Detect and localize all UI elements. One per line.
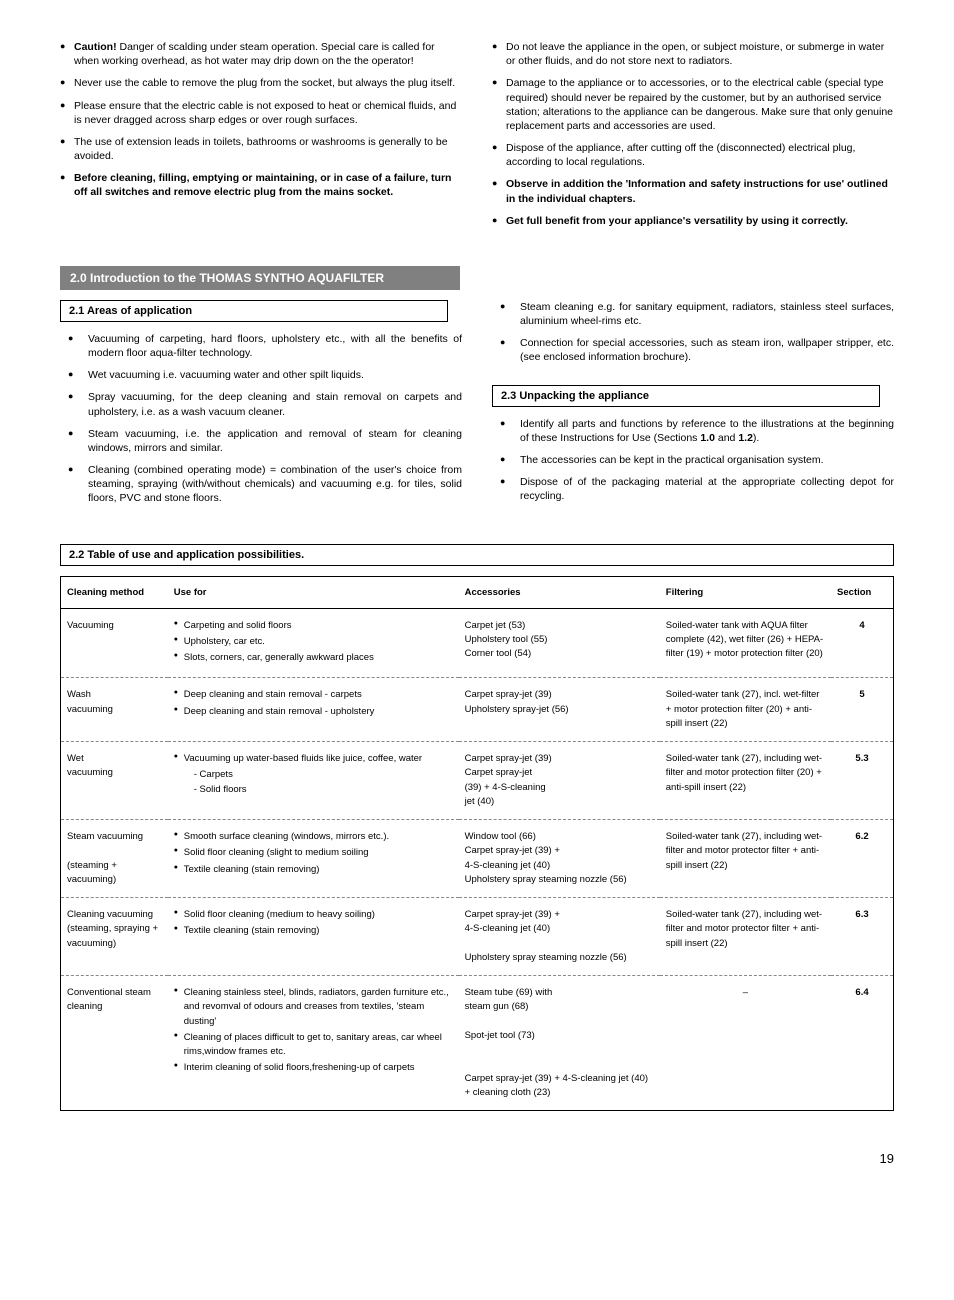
area-item: Vacuuming of carpeting, hard floors, uph… [60, 332, 462, 360]
safety-item: Observe in addition the 'Information and… [492, 177, 894, 205]
area-item: Steam vacuuming, i.e. the application an… [60, 427, 462, 455]
safety-item: Before cleaning, filling, emptying or ma… [60, 171, 462, 199]
safety-item: Never use the cable to remove the plug f… [60, 76, 462, 90]
safety-item: Damage to the appliance or to accessorie… [492, 76, 894, 133]
area-item: Connection for special accessories, such… [492, 336, 894, 364]
th-acc: Accessories [459, 576, 660, 608]
th-section: Section [831, 576, 893, 608]
safety-item: Get full benefit from your appliance's v… [492, 214, 894, 228]
section-2-0-heading: 2.0 Introduction to the THOMAS SYNTHO AQ… [60, 266, 460, 290]
section-2-3-title: 2.3 Unpacking the appliance [492, 385, 880, 407]
safety-left: Caution! Danger of scalding under steam … [60, 40, 462, 236]
table-row: VacuumingCarpeting and solid floorsUphol… [61, 608, 894, 678]
table-row: Wash vacuumingDeep cleaning and stain re… [61, 678, 894, 742]
page-number: 19 [60, 1151, 894, 1166]
unpack-item: Identify all parts and functions by refe… [492, 417, 894, 445]
table-row: Wet vacuumingVacuuming up water-based fl… [61, 742, 894, 820]
section-2-1-title: 2.1 Areas of application [60, 300, 448, 322]
safety-columns: Caution! Danger of scalding under steam … [60, 40, 894, 236]
th-method: Cleaning method [61, 576, 168, 608]
area-item: Spray vacuuming, for the deep cleaning a… [60, 390, 462, 418]
section-2-2-title: 2.2 Table of use and application possibi… [60, 544, 894, 566]
safety-item: The use of extension leads in toilets, b… [60, 135, 462, 163]
table-row: Conventional steam cleaningCleaning stai… [61, 976, 894, 1111]
safety-item: Please ensure that the electric cable is… [60, 99, 462, 127]
area-item: Cleaning (combined operating mode) = com… [60, 463, 462, 506]
intro-left: 2.1 Areas of application Vacuuming of ca… [60, 300, 462, 514]
unpack-item: Dispose of of the packaging material at … [492, 475, 894, 503]
safety-item: Do not leave the appliance in the open, … [492, 40, 894, 68]
application-table: Cleaning method Use for Accessories Filt… [60, 576, 894, 1112]
table-row: Steam vacuuming (steaming + vacuuming)Sm… [61, 820, 894, 898]
th-filter: Filtering [660, 576, 831, 608]
th-use: Use for [168, 576, 459, 608]
intro-right: Steam cleaning e.g. for sanitary equipme… [492, 300, 894, 514]
table-row: Cleaning vacuuming (steaming, spraying +… [61, 898, 894, 976]
area-item: Steam cleaning e.g. for sanitary equipme… [492, 300, 894, 328]
unpack-item: The accessories can be kept in the pract… [492, 453, 894, 467]
safety-item: Caution! Danger of scalding under steam … [60, 40, 462, 68]
safety-item: Dispose of the appliance, after cutting … [492, 141, 894, 169]
area-item: Wet vacuuming i.e. vacuuming water and o… [60, 368, 462, 382]
intro-columns: 2.1 Areas of application Vacuuming of ca… [60, 300, 894, 514]
safety-right: Do not leave the appliance in the open, … [492, 40, 894, 236]
